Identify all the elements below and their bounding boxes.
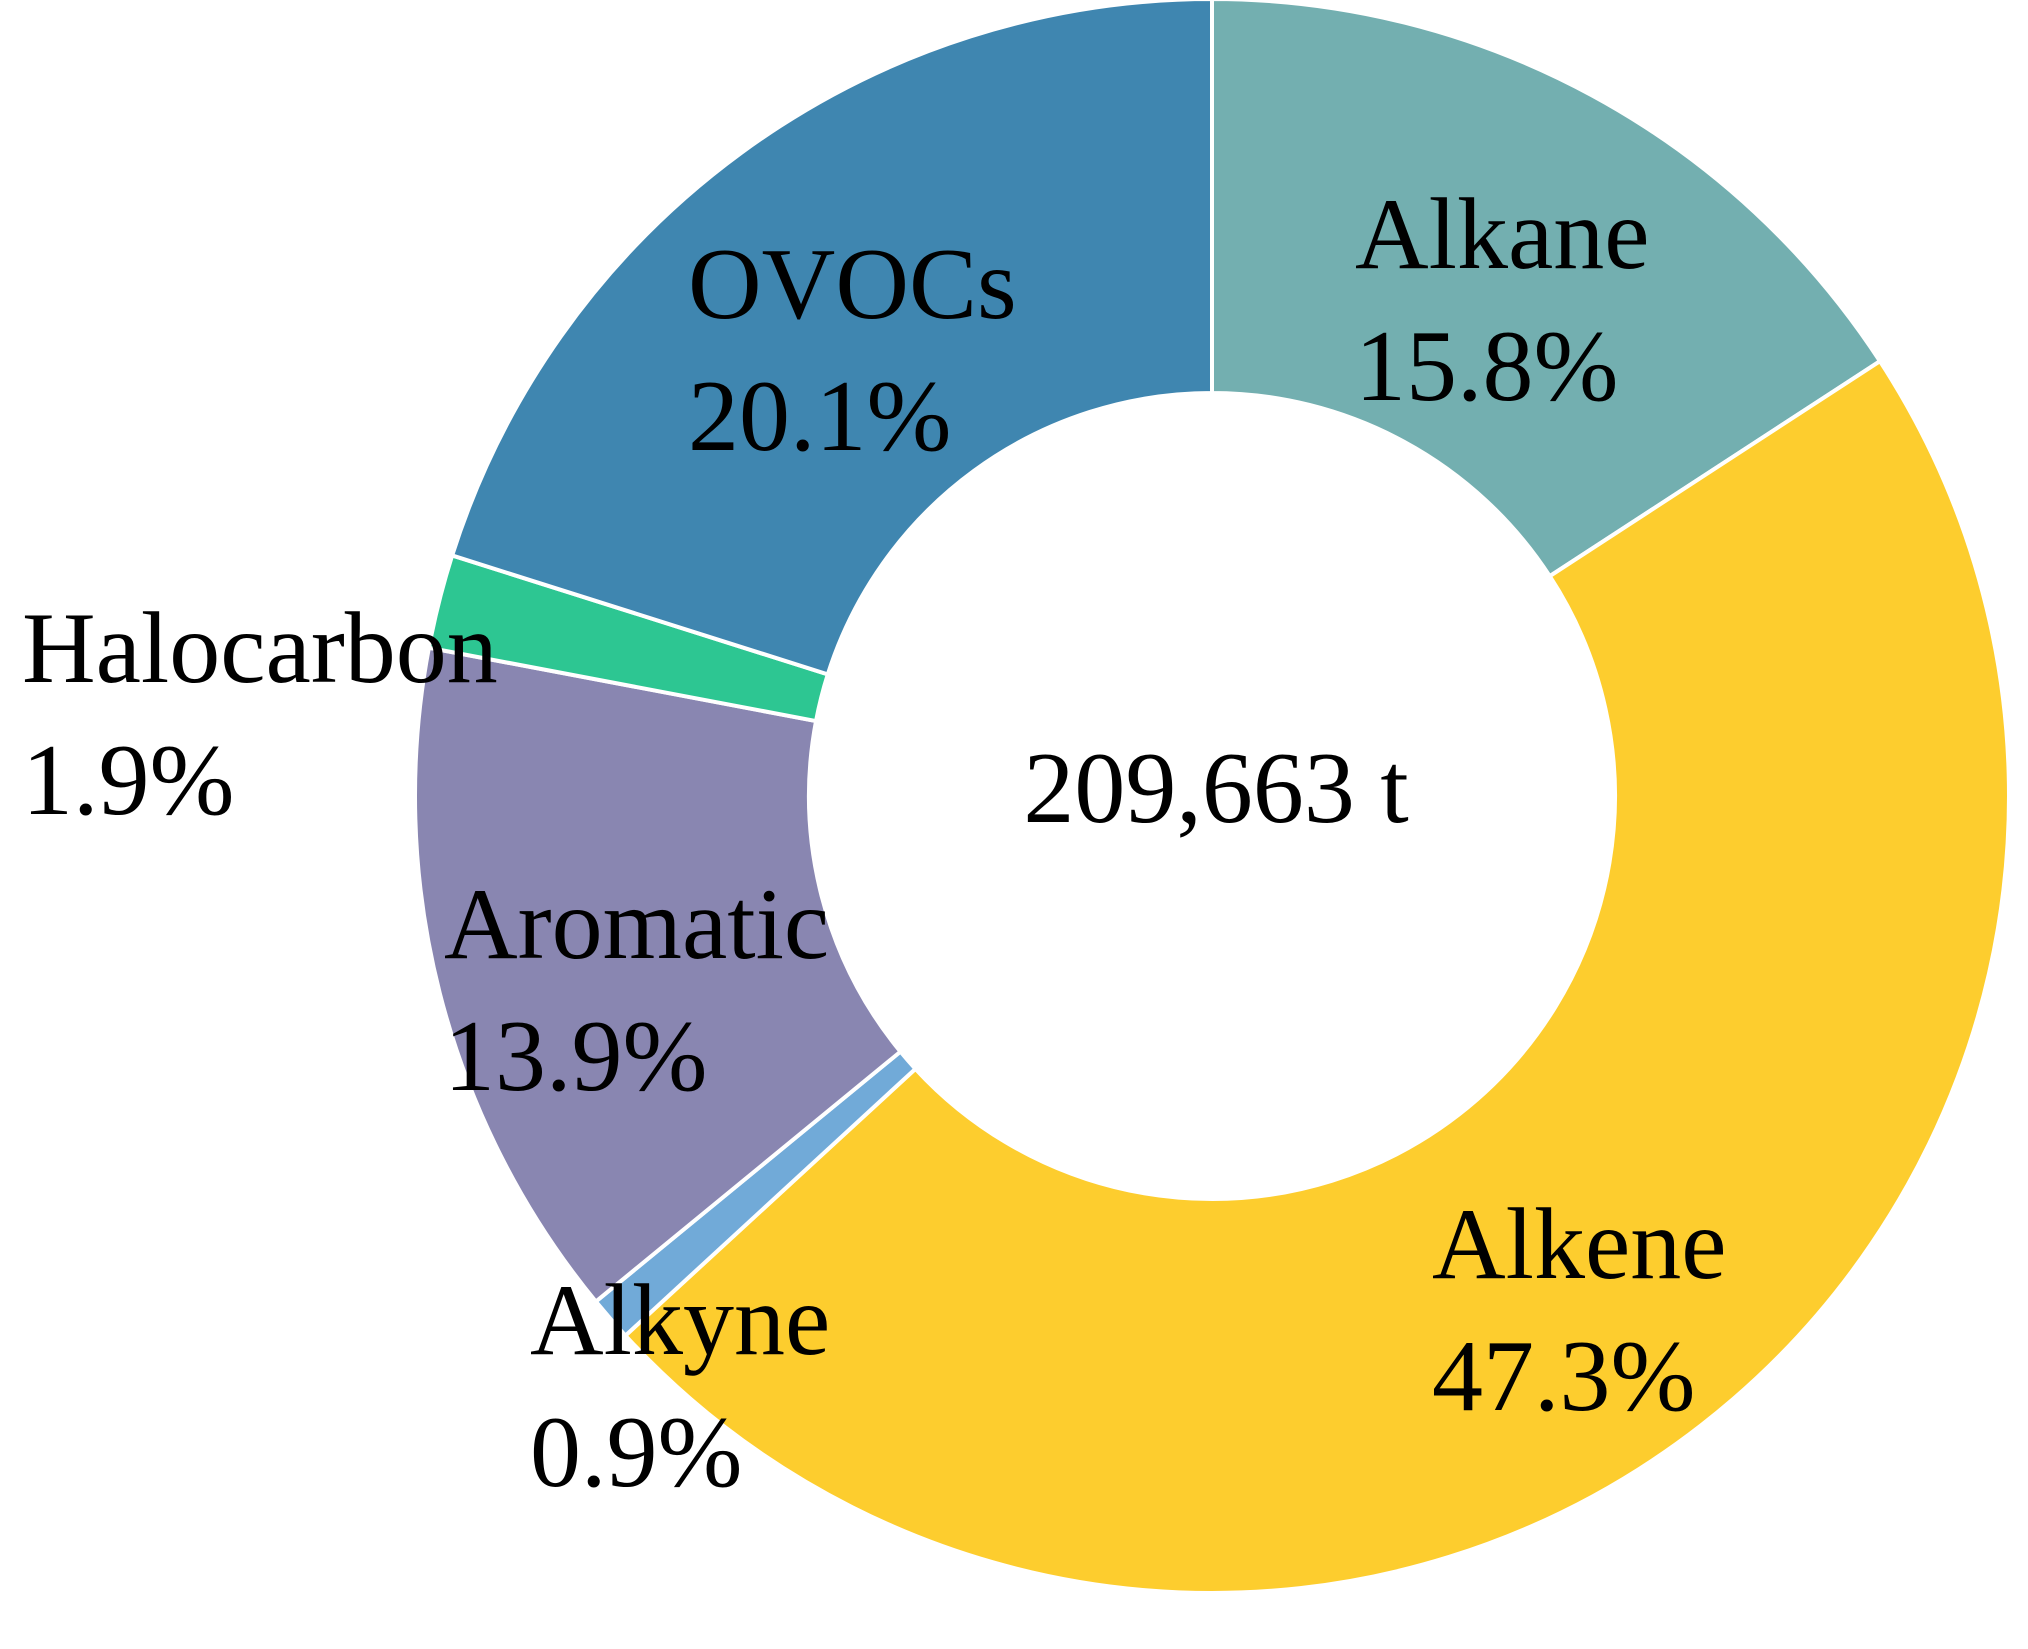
slice-value-halocarbon: 1.9% [22, 724, 234, 837]
slice-value-ovocs: 20.1% [688, 360, 951, 473]
slice-alkene [622, 358, 2011, 1595]
slice-value-aromatic: 13.9% [444, 1000, 707, 1113]
slice-label-ovocs: OVOCs [688, 228, 1017, 341]
slice-ovocs [449, 0, 1214, 677]
slice-value-alkane: 15.8% [1355, 310, 1618, 423]
slice-label-alkyne: Alkyne [530, 1264, 830, 1377]
slice-label-alkene: Alkene [1432, 1188, 1727, 1301]
slice-label-alkane: Alkane [1355, 178, 1650, 291]
slice-aromatic [413, 645, 904, 1305]
slice-label-halocarbon: Halocarbon [22, 592, 498, 705]
center-total-label: 209,663 t [1023, 732, 1408, 845]
donut-slices [413, 0, 2011, 1595]
slice-value-alkyne: 0.9% [530, 1396, 742, 1509]
slice-label-aromatic: Aromatic [444, 868, 829, 981]
slice-labels: Alkane 15.8% Alkene 47.3% Alkyne 0.9% Aromatic… [22, 178, 1727, 1509]
slice-alkane [1210, 0, 1883, 579]
slice-value-alkene: 47.3% [1432, 1320, 1695, 1433]
